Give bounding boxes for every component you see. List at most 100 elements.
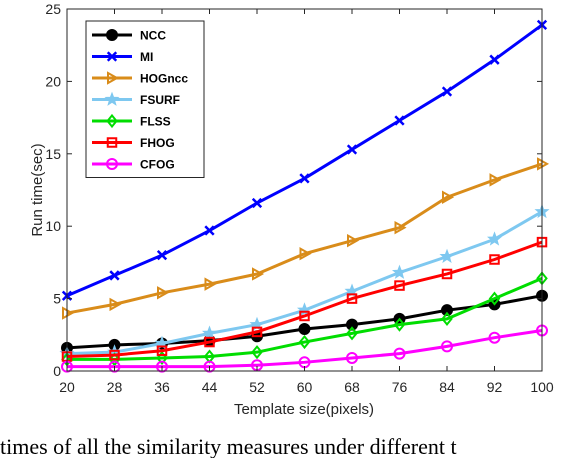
y-tick-label-25: 25 xyxy=(45,1,61,17)
x-axis-label: Template size(pixels) xyxy=(234,401,374,418)
data-point-flss-68 xyxy=(346,326,358,341)
data-point-mi-92 xyxy=(489,54,500,65)
legend-item-cfog: CFOG xyxy=(92,158,175,172)
data-point-cfog-92 xyxy=(488,331,501,344)
data-point-fhog-68 xyxy=(346,293,358,304)
data-point-fhog-76 xyxy=(394,280,405,291)
data-point-flss-76 xyxy=(393,317,406,332)
y-tick-label-15: 15 xyxy=(45,146,61,162)
legend: NCC MI HOGncc FSURF FLSS FHOG CFOG xyxy=(85,20,205,178)
legend-label-ncc: NCC xyxy=(140,29,166,43)
data-point-fhog-84 xyxy=(441,268,453,280)
data-point-flss-60 xyxy=(298,334,311,350)
series-line-flss xyxy=(67,276,543,361)
data-point-mi-68 xyxy=(346,144,358,155)
legend-marker-mi xyxy=(106,51,118,62)
data-point-flss-36 xyxy=(156,350,168,366)
series-cfog xyxy=(61,324,548,373)
data-point-flss-28 xyxy=(108,352,121,367)
data-point-flss-92 xyxy=(488,291,501,306)
data-point-fsurf-92 xyxy=(486,231,503,246)
series-line-hogncc xyxy=(66,162,543,315)
legend-label-cfog: CFOG xyxy=(140,158,175,172)
data-point-fhog-36 xyxy=(156,345,168,356)
data-point-mi-52 xyxy=(251,197,263,209)
x-tick-label-68: 68 xyxy=(344,379,360,395)
legend-item-hogncc: HOGncc xyxy=(92,71,188,86)
legend-label-flss: FLSS xyxy=(140,115,171,129)
data-point-cfog-76 xyxy=(393,347,406,360)
y-tick-label-0: 0 xyxy=(53,363,61,379)
series-fhog xyxy=(61,236,548,362)
data-point-fhog-28 xyxy=(109,349,120,361)
legend-item-ncc: NCC xyxy=(92,29,166,43)
x-tick-label-44: 44 xyxy=(202,379,218,395)
data-point-fhog-92 xyxy=(489,254,500,265)
x-tick-label-52: 52 xyxy=(249,379,265,395)
legend-marker-hogncc xyxy=(107,71,120,85)
data-point-mi-76 xyxy=(394,115,405,126)
data-point-hogncc-28 xyxy=(109,297,122,312)
x-tick-label-100: 100 xyxy=(530,379,554,395)
legend-marker-flss xyxy=(106,113,118,129)
legend-item-fsurf: FSURF xyxy=(92,91,180,107)
x-tick-label-60: 60 xyxy=(297,379,313,395)
series-line-fhog xyxy=(66,240,543,359)
series-layer xyxy=(59,19,550,373)
data-point-cfog-44 xyxy=(203,360,216,373)
y-axis-label: Run time(sec) xyxy=(29,143,46,236)
axes-layer: 20 28 36 44 52 60 68 76 84 92 100 0 5 10 15 20 25 xyxy=(45,1,553,395)
data-point-fsurf-76 xyxy=(391,264,408,279)
legend-marker-fhog xyxy=(106,137,118,148)
legend-marker-ncc xyxy=(106,29,118,41)
data-point-fsurf-44 xyxy=(201,325,218,340)
x-tick-label-92: 92 xyxy=(487,379,503,395)
data-point-hogncc-92 xyxy=(489,173,502,187)
data-point-mi-60 xyxy=(299,173,310,184)
data-point-cfog-84 xyxy=(441,340,453,353)
x-tick-label-76: 76 xyxy=(392,379,408,395)
data-point-hogncc-60 xyxy=(299,247,312,261)
legend-item-fhog: FHOG xyxy=(92,136,175,150)
data-point-fsurf-60 xyxy=(296,302,313,317)
data-point-mi-28 xyxy=(109,270,120,281)
x-tick-label-84: 84 xyxy=(439,379,455,395)
data-point-mi-44 xyxy=(204,225,215,236)
data-point-cfog-36 xyxy=(156,360,168,373)
data-point-hogncc-36 xyxy=(157,286,170,300)
data-point-hogncc-76 xyxy=(394,220,407,235)
legend-label-fhog: FHOG xyxy=(140,136,175,150)
data-point-mi-36 xyxy=(156,250,168,261)
legend-marker-cfog xyxy=(106,158,118,170)
x-tick-label-36: 36 xyxy=(154,379,170,395)
data-point-ncc-68 xyxy=(346,318,358,331)
legend-label-fsurf: FSURF xyxy=(140,93,180,107)
data-point-fhog-60 xyxy=(299,310,310,322)
data-point-hogncc-44 xyxy=(204,277,217,291)
y-tick-label-5: 5 xyxy=(53,291,61,307)
legend-marker-fsurf xyxy=(104,91,120,106)
data-point-flss-84 xyxy=(441,311,453,326)
data-point-cfog-28 xyxy=(108,360,121,373)
legend-item-flss: FLSS xyxy=(92,113,171,129)
data-point-mi-84 xyxy=(441,86,453,97)
data-point-hogncc-68 xyxy=(347,233,360,248)
y-tick-label-20: 20 xyxy=(45,73,61,89)
data-point-fhog-52 xyxy=(251,326,263,338)
data-point-fhog-44 xyxy=(204,336,215,348)
data-point-hogncc-84 xyxy=(442,190,455,204)
legend-item-mi: MI xyxy=(92,50,153,64)
data-point-fsurf-84 xyxy=(439,248,455,264)
x-tick-label-28: 28 xyxy=(107,379,123,395)
series-line-cfog xyxy=(67,328,543,369)
figure-caption-fragment: times of all the similarity measures und… xyxy=(0,436,457,458)
data-point-cfog-68 xyxy=(346,351,358,364)
y-tick-label-10: 10 xyxy=(45,218,61,234)
data-point-hogncc-52 xyxy=(252,267,265,281)
data-point-ncc-60 xyxy=(298,323,311,336)
x-tick-label-20: 20 xyxy=(59,379,75,395)
legend-label-hogncc: HOGncc xyxy=(140,72,188,86)
legend-label-mi: MI xyxy=(140,50,153,64)
data-point-flss-52 xyxy=(251,345,263,360)
data-point-ncc-84 xyxy=(441,304,453,317)
